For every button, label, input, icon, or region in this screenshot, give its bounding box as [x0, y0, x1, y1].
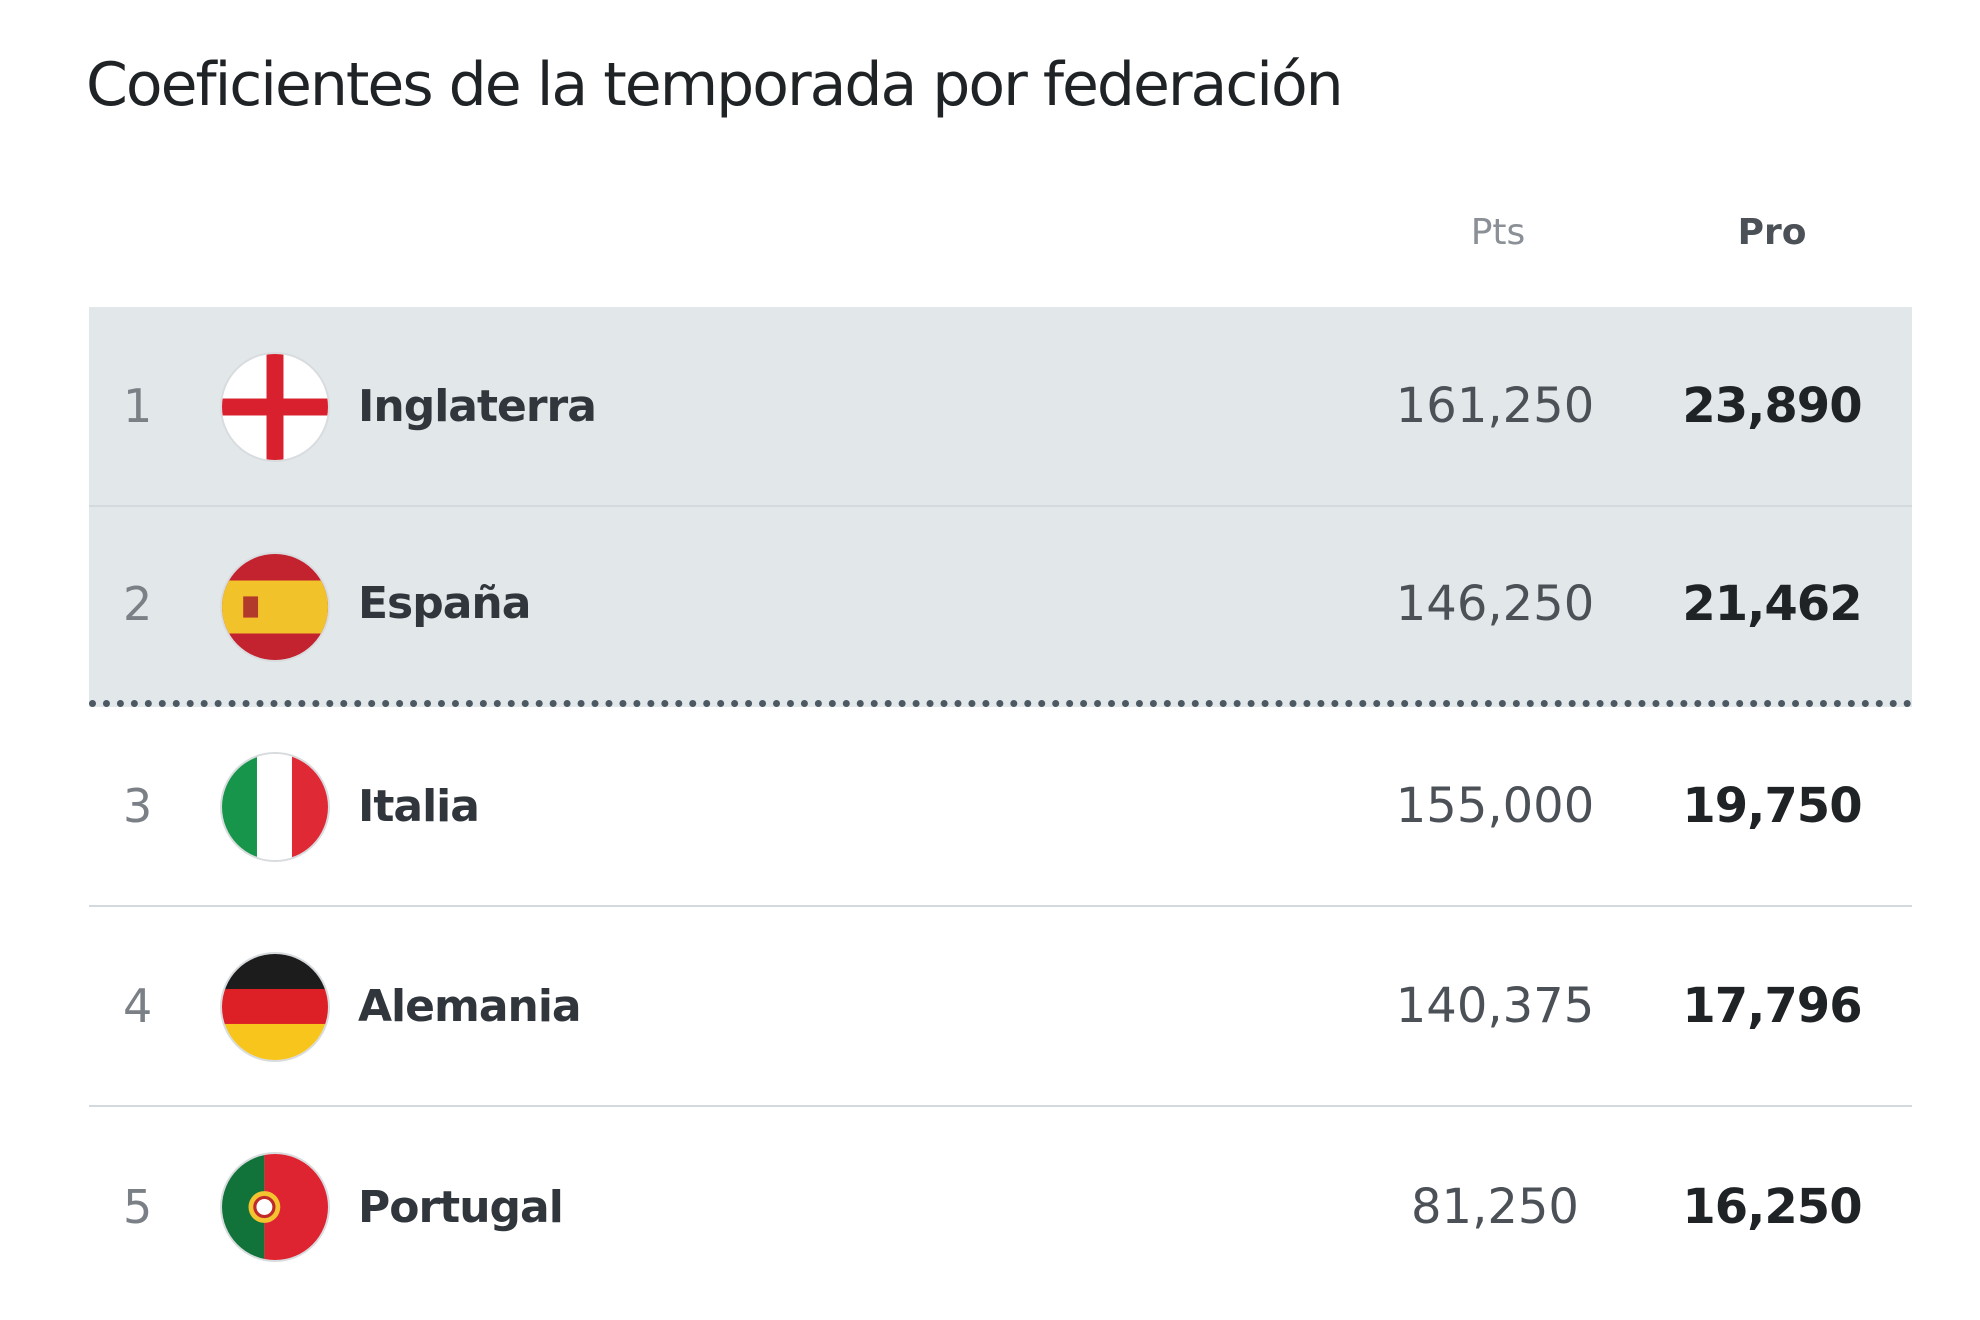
coefficient: 19,750: [1682, 778, 1862, 834]
title: Coeficientes de la temporada por federac…: [86, 50, 1344, 120]
country-name: Italia: [358, 780, 480, 832]
country-name: Alemania: [358, 980, 582, 1032]
coefficient: 16,250: [1682, 1179, 1862, 1235]
points: 155,000: [1395, 778, 1595, 834]
rank: 2: [123, 576, 153, 631]
rank: 3: [123, 779, 153, 833]
rank: 4: [123, 979, 153, 1033]
country-name: España: [358, 578, 531, 629]
coefficient: 21,462: [1682, 575, 1862, 632]
flag: [222, 754, 328, 860]
table-row[interactable]: 4 Alemania 140,375 17,796: [89, 907, 1912, 1107]
column-header[interactable]: Pro: [1737, 212, 1807, 253]
country-name: Inglaterra: [358, 380, 597, 432]
table-row[interactable]: 3 Italia 155,000 19,750: [89, 707, 1912, 907]
rank: 5: [123, 1180, 153, 1234]
points: 140,375: [1395, 978, 1595, 1034]
table-row[interactable]: 2 España 146,250 21,462: [89, 507, 1912, 707]
flag: [222, 554, 328, 660]
table-row[interactable]: 1 Inglaterra 161,250 23,890: [89, 307, 1912, 507]
flag: [222, 1154, 328, 1260]
rank: 1: [123, 379, 153, 433]
coefficient: 17,796: [1682, 978, 1862, 1034]
flag: [222, 954, 328, 1060]
coefficient: 23,890: [1682, 378, 1862, 434]
points: 161,250: [1395, 378, 1595, 434]
flag: [222, 354, 328, 460]
table-row[interactable]: 5 Portugal 81,250 16,250: [89, 1107, 1912, 1307]
points: 146,250: [1395, 575, 1595, 632]
column-header[interactable]: Pts: [1470, 212, 1526, 253]
points: 81,250: [1411, 1179, 1579, 1235]
country-name: Portugal: [358, 1181, 564, 1233]
